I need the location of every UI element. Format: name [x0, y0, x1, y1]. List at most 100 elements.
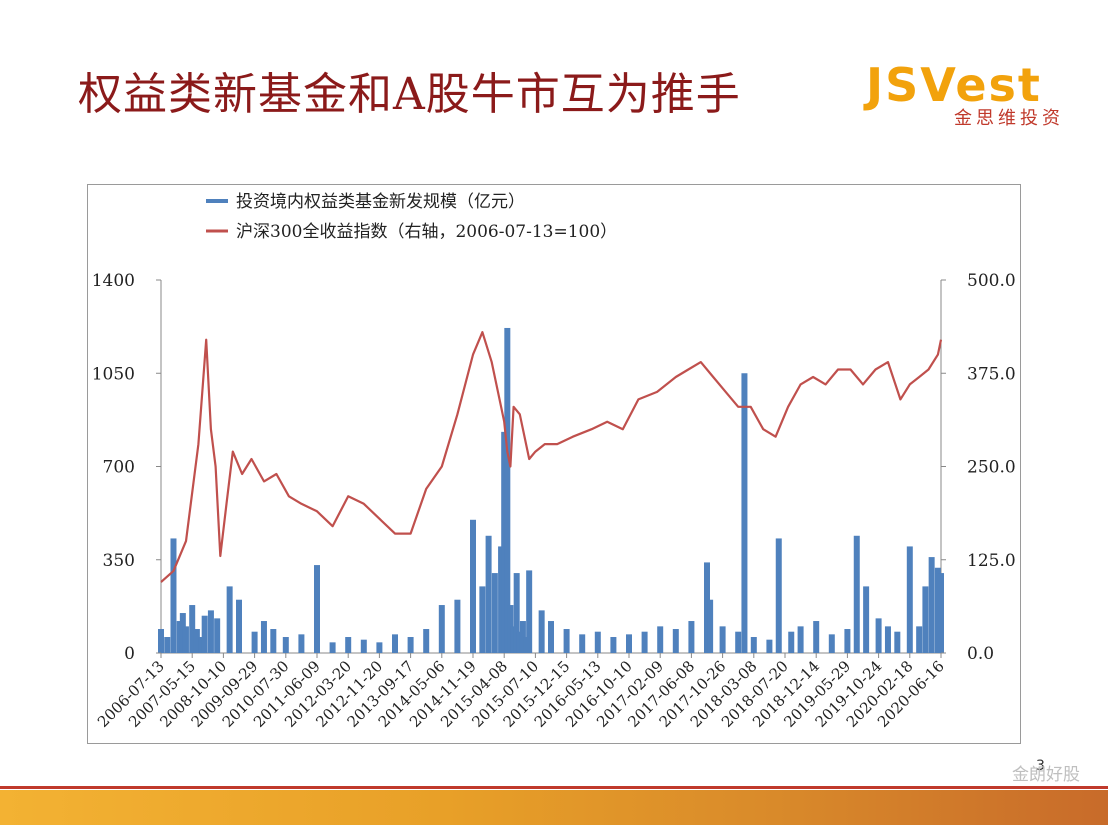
bar [179, 613, 186, 653]
bar [260, 621, 267, 653]
y-right-tick-label: 500.0 [967, 271, 1016, 291]
bar [594, 631, 601, 653]
bar [922, 586, 929, 653]
slide-title: 权益类新基金和A股牛市互为推手 [78, 69, 741, 120]
bar [329, 642, 336, 653]
chart-axes [160, 280, 942, 654]
y-left-tick-label: 1400 [92, 271, 135, 291]
footer-bar [0, 790, 1108, 825]
chart-frame: 投资境内权益类基金新发规模（亿元） 沪深300全收益指数（右轴，2006-07-… [87, 184, 1021, 744]
bar [207, 610, 214, 653]
bar [470, 519, 476, 653]
chart-legend: 投资境内权益类基金新发规模（亿元） 沪深300全收益指数（右轴，2006-07-… [206, 192, 617, 242]
bar [875, 618, 882, 653]
legend-label-line: 沪深300全收益指数（右轴，2006-07-13=100） [236, 222, 617, 242]
bar [538, 610, 545, 653]
bar [201, 615, 208, 653]
y-right-tick-label: 125.0 [967, 551, 1016, 571]
watermark: 金朗好股 [1012, 765, 1080, 785]
y-right-tick-label: 0.0 [967, 644, 994, 664]
bar [479, 586, 486, 653]
logo-wordmark: JSVest [866, 58, 1042, 112]
bar [438, 605, 445, 653]
line-series [160, 331, 943, 583]
y-left-tick-label: 700 [103, 458, 135, 478]
bar [688, 621, 695, 653]
bar [193, 629, 200, 653]
bar [282, 637, 289, 653]
index-line [160, 331, 943, 583]
bar [775, 538, 782, 653]
y-left-tick-label: 1050 [92, 364, 135, 384]
bar [251, 631, 258, 653]
bar [176, 621, 183, 653]
page-number: 3 [1036, 758, 1045, 774]
bar [513, 573, 520, 653]
y-left-tick-label: 350 [103, 551, 135, 571]
y-axis-right: 0.0 125.0 250.0 375.0 500.0 [941, 271, 1016, 664]
bar [504, 327, 511, 653]
bar [813, 621, 820, 653]
bar [610, 637, 617, 653]
bar [938, 573, 944, 653]
bar [863, 586, 870, 653]
bar [360, 639, 367, 653]
bar [491, 573, 498, 653]
bar [516, 631, 523, 653]
bar [158, 629, 164, 653]
bar [454, 599, 461, 653]
bar [423, 629, 430, 653]
bar [498, 546, 505, 653]
bar [928, 557, 935, 653]
bar [934, 567, 941, 653]
footer-rule [0, 786, 1108, 789]
bar [501, 431, 508, 653]
bar [523, 637, 530, 653]
bar [345, 637, 352, 653]
y-axis-left: 0 350 700 1050 1400 [92, 271, 161, 664]
bar [707, 599, 714, 653]
bar [704, 562, 710, 653]
bar [906, 546, 913, 653]
bar [236, 599, 242, 653]
bar [407, 637, 414, 653]
bar [916, 626, 923, 653]
bar [548, 621, 554, 653]
bar [844, 629, 851, 653]
bar [788, 631, 795, 653]
bar [519, 621, 526, 653]
x-axis: 2006-07-132007-05-152008-10-102009-09-29… [94, 653, 948, 731]
bar [314, 565, 320, 653]
bar [894, 631, 901, 653]
bar [214, 618, 221, 653]
bar [579, 634, 586, 653]
chart-svg: 投资境内权益类基金新发规模（亿元） 沪深300全收益指数（右轴，2006-07-… [92, 192, 1016, 731]
bar [797, 626, 804, 653]
bar [735, 631, 742, 653]
bar [884, 626, 891, 653]
bar [298, 634, 305, 653]
bar [189, 605, 196, 653]
bar [392, 634, 398, 653]
bar [657, 626, 664, 653]
bar [719, 626, 726, 653]
bar [641, 631, 648, 653]
bar [164, 637, 171, 653]
bar [828, 634, 835, 653]
legend-label-bar: 投资境内权益类基金新发规模（亿元） [236, 192, 525, 212]
y-left-tick-label: 0 [124, 644, 135, 664]
bar [750, 637, 757, 653]
bar [853, 535, 860, 653]
logo-subtitle: 金思维投资 [954, 108, 1064, 129]
bar [526, 570, 533, 653]
bar [626, 634, 632, 653]
bar-series [158, 327, 944, 653]
y-right-tick-label: 375.0 [967, 364, 1016, 384]
company-logo: JSVest 金思维投资 [866, 60, 1076, 130]
bar [741, 373, 748, 653]
bar [485, 535, 492, 653]
bar [182, 626, 189, 653]
bar [226, 586, 233, 653]
bar [376, 642, 383, 653]
bar [510, 626, 517, 653]
